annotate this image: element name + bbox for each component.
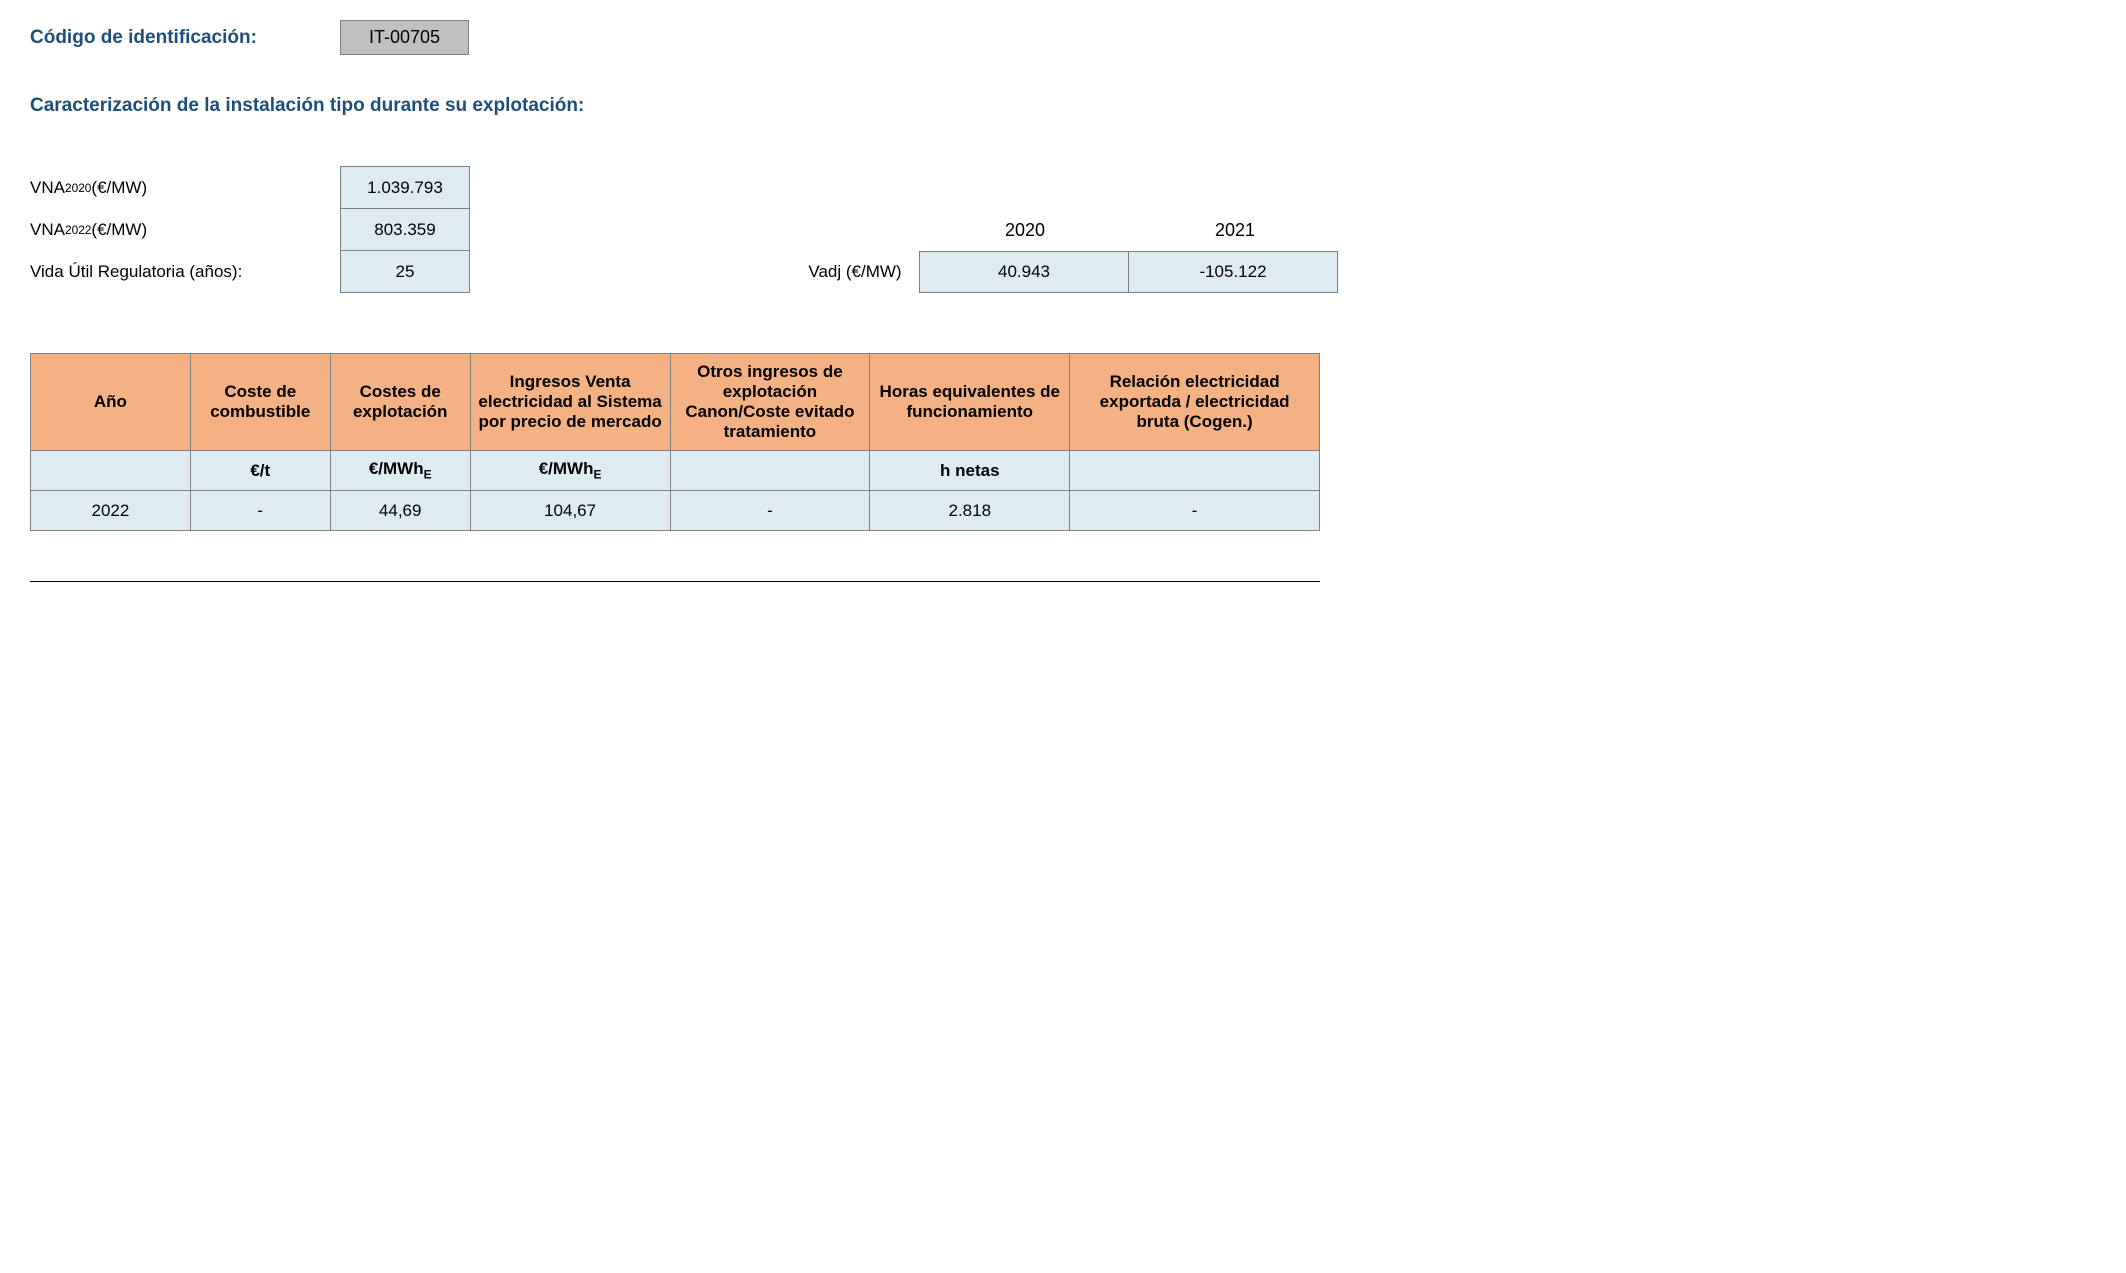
vna2020-suffix: (€/MW) — [91, 178, 147, 198]
divider — [30, 581, 1320, 582]
vadj-year-0: 2020 — [920, 209, 1130, 251]
data-row: 2022 - 44,69 104,67 - 2.818 - — [31, 491, 1320, 531]
vna2022-label: VNA2022 (€/MW) — [30, 209, 340, 251]
vadj-year-1: 2021 — [1130, 209, 1340, 251]
unit-c1: €/t — [190, 451, 330, 491]
vna2022-suffix: (€/MW) — [91, 220, 147, 240]
vna2020-value: 1.039.793 — [340, 166, 470, 209]
vna2020-prefix: VNA — [30, 178, 65, 198]
th-relacion: Relación electricidad exportada / electr… — [1070, 354, 1320, 451]
cell-otros: - — [670, 491, 870, 531]
cell-ano: 2022 — [31, 491, 191, 531]
vna2022-value: 803.359 — [340, 208, 470, 251]
th-costes-expl: Costes de explotación — [330, 354, 470, 451]
th-coste-comb: Coste de combustible — [190, 354, 330, 451]
table-header-row: Año Coste de combustible Costes de explo… — [31, 354, 1320, 451]
vadj-value-0: 40.943 — [919, 251, 1129, 293]
th-ano: Año — [31, 354, 191, 451]
vadj-label: Vadj (€/MW) — [790, 251, 920, 293]
th-horas: Horas equivalentes de funcionamiento — [870, 354, 1070, 451]
unit-c6 — [1070, 451, 1320, 491]
unit-c2: €/MWhE — [330, 451, 470, 491]
th-otros-ingresos: Otros ingresos de explotación Canon/Cost… — [670, 354, 870, 451]
unit-c3: €/MWhE — [470, 451, 670, 491]
cell-coste-comb: - — [190, 491, 330, 531]
unit-c0 — [31, 451, 191, 491]
vadj-block: 2020 2021 Vadj (€/MW) 40.943 -105.122 — [790, 209, 1340, 293]
unit-c5: h netas — [870, 451, 1070, 491]
main-table: Año Coste de combustible Costes de explo… — [30, 353, 1320, 531]
cell-horas: 2.818 — [870, 491, 1070, 531]
unit-c4 — [670, 451, 870, 491]
cell-relacion: - — [1070, 491, 1320, 531]
vna2020-label: VNA2020 (€/MW) — [30, 167, 340, 209]
vida-value: 25 — [340, 250, 470, 293]
section-title: Caracterización de la instalación tipo d… — [30, 95, 2096, 117]
th-ingresos-venta: Ingresos Venta electricidad al Sistema p… — [470, 354, 670, 451]
cell-costes-expl: 44,69 — [330, 491, 470, 531]
vna2020-sub: 2020 — [65, 181, 91, 195]
vida-label: Vida Útil Regulatoria (años): — [30, 251, 340, 293]
vadj-value-1: -105.122 — [1128, 251, 1338, 293]
vna2022-prefix: VNA — [30, 220, 65, 240]
vna2022-sub: 2022 — [65, 223, 91, 237]
code-value: IT-00705 — [340, 20, 469, 55]
left-params: VNA2020 (€/MW) 1.039.793 VNA2022 (€/MW) … — [30, 167, 790, 293]
cell-ingresos: 104,67 — [470, 491, 670, 531]
code-label: Código de identificación: — [30, 27, 340, 49]
units-row: €/t €/MWhE €/MWhE h netas — [31, 451, 1320, 491]
